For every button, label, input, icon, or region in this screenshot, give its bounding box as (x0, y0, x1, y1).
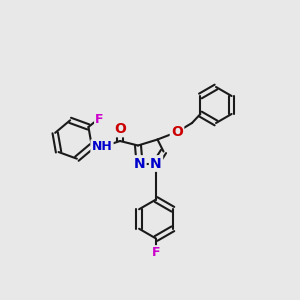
Text: F: F (152, 246, 160, 260)
Text: O: O (171, 125, 183, 139)
Text: F: F (95, 113, 104, 126)
Text: N: N (134, 157, 145, 170)
Text: N: N (150, 157, 162, 170)
Text: NH: NH (92, 140, 112, 154)
Text: O: O (114, 122, 126, 136)
